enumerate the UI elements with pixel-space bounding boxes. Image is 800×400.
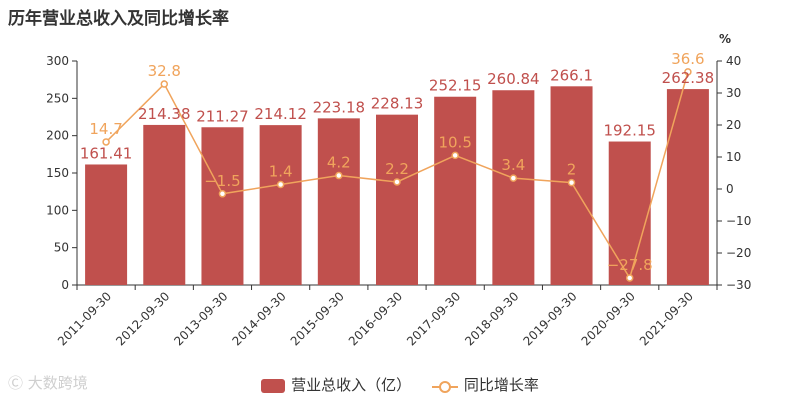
y-right-tick-label: 40 [726,54,741,68]
growth-point [567,178,576,187]
y-left-tick-label: 250 [46,91,69,105]
chart-title: 历年营业总收入及同比增长率 [8,9,229,29]
growth-point [451,151,459,160]
growth-value-label: 14.7 [89,120,122,138]
growth-point [276,180,285,189]
legend-line-swatch [431,379,458,393]
revenue-value-label: 214.12 [254,105,307,123]
growth-point [160,80,169,88]
x-tick-label: 2015-09-30 [288,289,347,348]
x-tick-label: 2020-09-30 [579,289,638,348]
growth-value-label: 36.6 [671,50,704,68]
revenue-bar [376,114,418,285]
revenue-value-label: 262.38 [662,69,715,87]
legend-item-growth[interactable]: 同比增长率 [431,374,539,395]
labels-layer: 161.41 214.38 211.27 214.12 223.18 228.13 252.… [80,50,714,274]
revenue-value-label: 214.38 [138,105,191,123]
y-left-tick-label: 300 [46,54,69,68]
revenue-value-label: 228.13 [371,95,424,113]
y-right-tick-label: −10 [726,214,751,228]
x-tick-label: 2013-09-30 [171,289,230,348]
x-tick-label: 2012-09-30 [113,289,172,348]
growth-point [625,274,634,282]
y-right-tick-label: 10 [726,150,741,164]
legend: 营业总收入（亿） 同比增长率 [0,374,800,395]
growth-point [335,171,343,180]
growth-point [218,190,227,198]
growth-value-label: −27.8 [607,256,653,274]
growth-value-label: 10.5 [438,133,471,151]
revenue-value-label: 252.15 [429,77,482,95]
x-tick-label: 2018-09-30 [462,289,521,348]
y-left-tick-label: 100 [46,203,69,217]
x-tick-label: 2016-09-30 [346,289,405,348]
y-right-tick-label: 30 [726,86,741,100]
legend-label-growth: 同比增长率 [463,376,539,394]
revenue-bar [317,118,360,285]
growth-value-label: 4.2 [327,154,351,172]
watermark-logo-icon: Ⓒ [8,374,24,392]
growth-point [684,68,692,76]
y-right-tick-label: −20 [726,246,751,260]
x-tick-label: 2019-09-30 [520,289,579,348]
y-right-tick-label: −30 [726,278,751,292]
x-tick-label: 2014-09-30 [230,289,289,348]
legend-label-revenue: 营业总收入（亿） [291,376,412,394]
y-left-tick-label: 50 [54,241,69,255]
x-tick-label: 2021-09-30 [637,289,696,348]
revenue-bar [666,89,709,285]
revenue-bar [434,96,477,285]
y-left-tick-label: 0 [61,278,69,292]
y-right-tick-label: 20 [726,118,741,132]
revenue-bar [85,164,128,285]
y-right-unit-label: % [719,32,731,46]
growth-point [393,178,401,186]
growth-value-label: −1.5 [204,172,240,190]
revenue-value-label: 211.27 [196,107,249,125]
y-right-tick-label: 0 [726,182,734,196]
x-tick-label: 2011-09-30 [55,289,114,348]
revenue-bar [608,141,651,285]
growth-point [509,174,518,182]
revenue-bar [143,124,186,286]
revenue-bar [492,90,535,285]
watermark-text: 大数跨境 [27,374,88,392]
y-left-tick-label: 200 [46,129,69,143]
revenue-bar [259,125,302,285]
growth-value-label: 32.8 [148,62,181,80]
revenue-value-label: 192.15 [603,122,656,140]
growth-value-label: 2.2 [385,160,409,178]
revenue-value-label: 161.41 [80,144,133,162]
revenue-value-label: 260.84 [487,70,540,88]
revenue-value-label: 266.1 [550,66,593,84]
revenue-bar [201,127,244,285]
x-tick-label: 2017-09-30 [404,289,463,348]
growth-point [102,138,110,146]
revenue-value-label: 223.18 [313,98,366,116]
y-left-tick-label: 150 [46,166,69,180]
growth-value-label: 3.4 [501,156,525,174]
watermark: Ⓒ 大数跨境 [8,372,88,393]
growth-value-label: 1.4 [269,163,293,181]
bars-layer [85,86,709,286]
growth-value-label: 2 [567,161,577,179]
legend-bar-swatch [261,378,286,393]
line-layer [102,68,692,282]
legend-item-revenue[interactable]: 营业总收入（亿） [261,374,411,395]
